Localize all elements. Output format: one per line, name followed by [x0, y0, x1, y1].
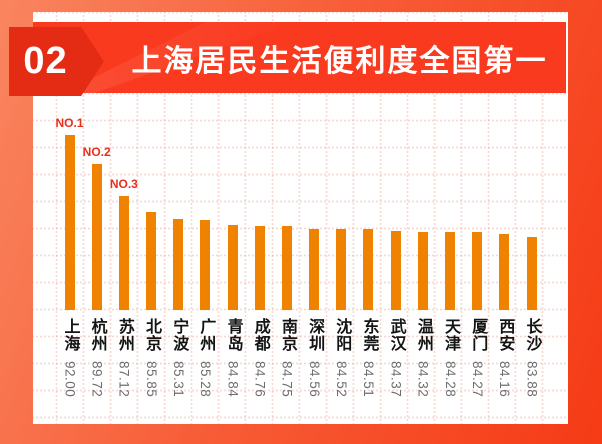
rank-annotation: NO.2: [82, 145, 111, 159]
value-label: 83.88: [524, 361, 540, 398]
x-axis-label: 深圳: [306, 318, 324, 352]
header-banner: 上海居民生活便利度全国第一: [33, 22, 566, 93]
bar-column: 南京 84.75: [273, 12, 300, 424]
bar-column: 西安 84.16: [491, 12, 518, 424]
x-axis-label: 上海: [61, 318, 79, 352]
value-label: 84.32: [415, 361, 431, 398]
bar: [118, 196, 129, 310]
value-label: 87.12: [116, 361, 132, 398]
bar: [472, 232, 483, 310]
rank-annotation: NO.3: [109, 177, 138, 191]
bar-column: NO.2 杭州 89.72: [83, 12, 111, 424]
value-label: 84.76: [252, 361, 268, 398]
x-axis-label: 南京: [278, 318, 296, 352]
x-axis-label: 东莞: [360, 318, 378, 352]
x-axis-label: 青岛: [224, 318, 242, 352]
x-axis-label: 西安: [496, 318, 514, 352]
bar: [227, 225, 238, 310]
bar-column: 广州 85.28: [192, 12, 219, 424]
value-label: 85.28: [198, 361, 214, 398]
x-axis-label: 温州: [414, 318, 432, 352]
bar: [173, 219, 184, 310]
bar-column: NO.3 苏州 87.12: [110, 12, 138, 424]
bar-column: NO.1 上海 92.00: [55, 12, 83, 424]
bar: [254, 226, 265, 310]
bar-column: 厦门 84.27: [464, 12, 491, 424]
x-axis-label: 长沙: [523, 318, 541, 352]
x-axis-label: 宁波: [170, 318, 188, 352]
value-label: 85.85: [143, 361, 159, 398]
value-label: 84.27: [469, 361, 485, 398]
x-axis-label: 广州: [197, 318, 215, 352]
bar: [146, 212, 157, 310]
bar-column: 温州 84.32: [409, 12, 436, 424]
section-number-badge: 02: [9, 27, 104, 96]
value-label: 84.84: [225, 361, 241, 398]
bar: [363, 229, 374, 310]
bar-column: 沈阳 84.52: [328, 12, 355, 424]
bar: [526, 237, 537, 310]
value-label: 84.16: [497, 361, 513, 398]
value-label: 84.51: [361, 361, 377, 398]
bar-column: 武汉 84.37: [382, 12, 409, 424]
bar-column: 青岛 84.84: [219, 12, 246, 424]
x-axis-label: 厦门: [469, 318, 487, 352]
bar-column: 长沙 83.88: [518, 12, 545, 424]
x-axis-label: 北京: [143, 318, 161, 352]
x-axis-label: 天津: [442, 318, 460, 352]
page-title: 上海居民生活便利度全国第一: [131, 44, 548, 78]
bar-column: 东莞 84.51: [355, 12, 382, 424]
bar: [91, 164, 102, 310]
bar-column: 成都 84.76: [246, 12, 273, 424]
value-label: 84.37: [388, 361, 404, 398]
x-axis-label: 武汉: [387, 318, 405, 352]
value-label: 84.52: [334, 361, 350, 398]
bar: [499, 234, 510, 310]
bar: [336, 229, 347, 310]
x-axis-label: 沈阳: [333, 318, 351, 352]
value-label: 89.72: [89, 361, 105, 398]
bar: [309, 229, 320, 310]
bar: [417, 232, 428, 310]
bar-column: 天津 84.28: [437, 12, 464, 424]
value-label: 84.75: [279, 361, 295, 398]
bar-column: 宁波 85.31: [165, 12, 192, 424]
value-label: 84.28: [442, 361, 458, 398]
bar-chart: NO.1 上海 92.00 NO.2 杭州 89.72 NO.3 苏州 87.12 北京 85.85…: [33, 12, 568, 424]
bar: [390, 231, 401, 310]
value-label: 92.00: [62, 361, 78, 398]
bar: [281, 226, 292, 310]
rank-annotation: NO.1: [55, 116, 84, 130]
section-number: 02: [23, 40, 68, 82]
value-label: 85.31: [170, 361, 186, 398]
value-label: 84.56: [306, 361, 322, 398]
bar-column: 北京 85.85: [138, 12, 165, 424]
bar: [64, 135, 75, 310]
x-axis-label: 苏州: [115, 318, 133, 352]
bar: [200, 220, 211, 310]
bar-column: 深圳 84.56: [301, 12, 328, 424]
bar: [445, 232, 456, 310]
x-axis-label: 成都: [251, 318, 269, 352]
x-axis-label: 杭州: [88, 318, 106, 352]
